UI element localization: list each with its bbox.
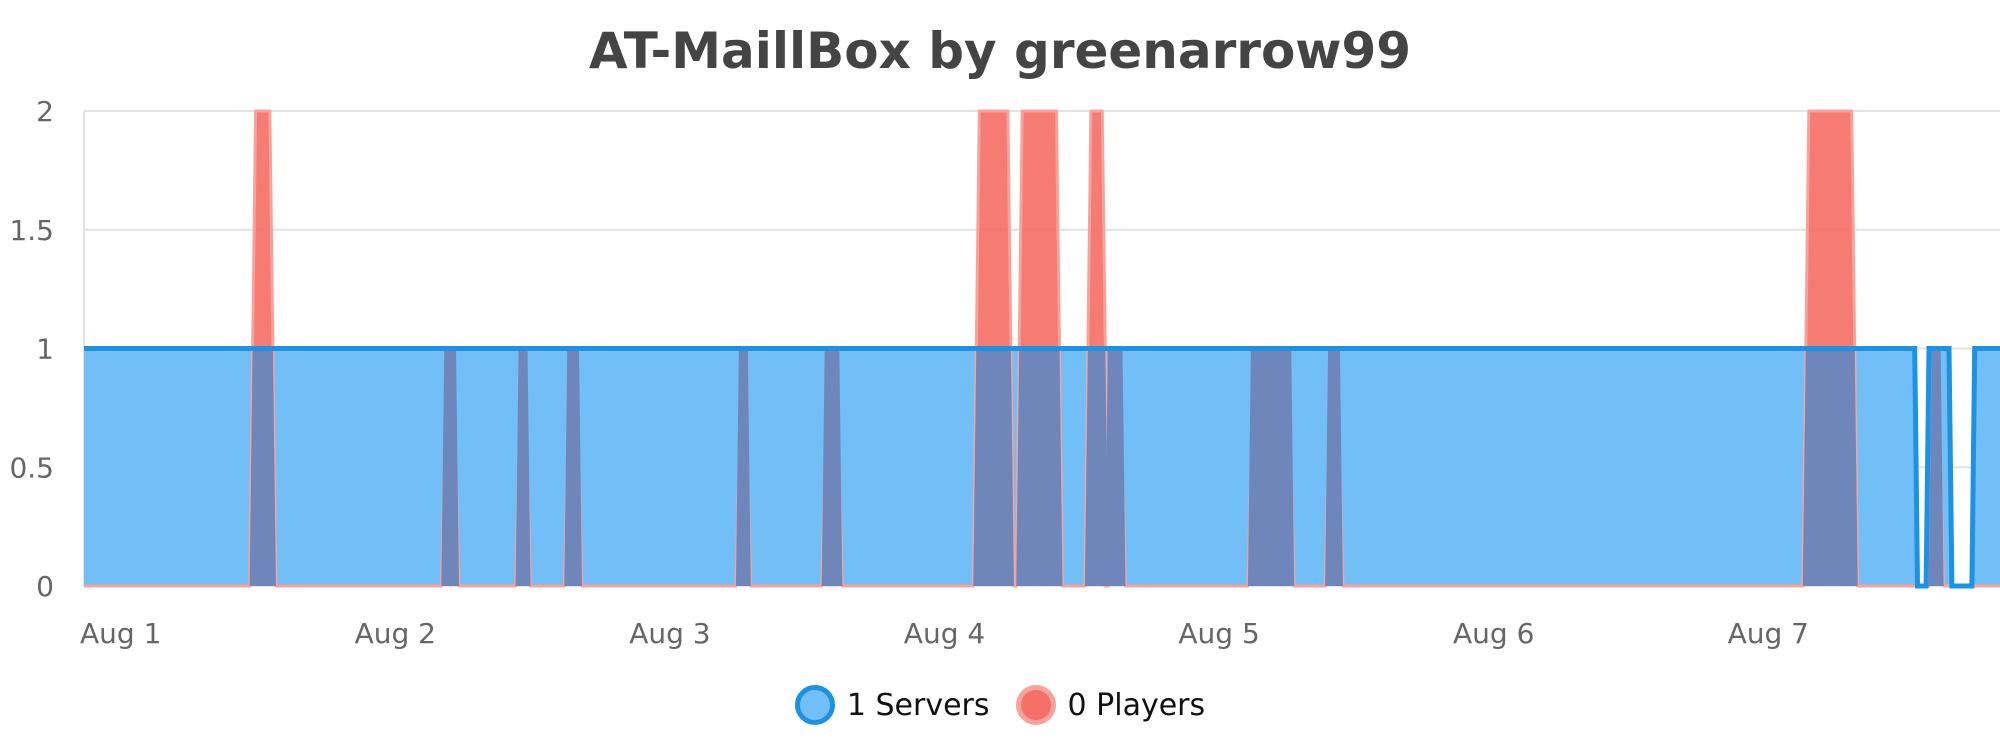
legend: 1 Servers 0 Players — [0, 685, 2000, 725]
overlap-peak — [1928, 348, 1944, 586]
overlap-peak — [249, 348, 276, 586]
overlap-peak — [1802, 348, 1858, 586]
x-tick-label: Aug 3 — [629, 617, 710, 650]
x-tick-label: Aug 7 — [1728, 617, 1809, 650]
overlap-peak — [515, 348, 531, 586]
x-tick-label: Aug 5 — [1178, 617, 1259, 650]
overlap-peak — [1325, 348, 1343, 586]
plot-area — [84, 109, 2000, 589]
overlap-peak — [735, 348, 751, 586]
x-tick-label: Aug 2 — [355, 617, 436, 650]
overlap-peak — [1016, 348, 1063, 586]
y-tick-label: 1 — [36, 333, 54, 366]
y-tick-label: 1.5 — [9, 214, 54, 247]
legend-label: 1 Servers — [846, 687, 990, 723]
x-tick-label: Aug 1 — [80, 617, 161, 650]
legend-item[interactable]: 0 Players — [1015, 685, 1206, 725]
y-tick-label: 0.5 — [9, 451, 54, 484]
legend-swatch-icon — [794, 685, 835, 725]
axis-labels: 0 0.5 1 1.5 2 Aug 1 Aug 2 Aug 3 Aug 4 Aug 5 Aug 6 A… — [9, 95, 1809, 650]
legend-swatch-icon — [1015, 685, 1056, 725]
x-tick-label: Aug 6 — [1453, 617, 1534, 650]
y-tick-label: 2 — [36, 95, 54, 128]
legend-item[interactable]: 1 Servers — [794, 685, 990, 725]
overlap-peak — [973, 348, 1014, 586]
overlap-peak — [821, 348, 843, 586]
overlap-peak — [441, 348, 459, 586]
overlap-peak — [564, 348, 582, 586]
legend-label: 0 Players — [1067, 687, 1206, 723]
x-tick-label: Aug 4 — [904, 617, 985, 650]
servers-line — [84, 346, 2000, 589]
overlap-peak — [1104, 348, 1126, 586]
overlap-peak — [1247, 348, 1295, 586]
overlap-peak — [1084, 348, 1109, 586]
chart-title: AT-MaillBox by greenarrow99 — [588, 22, 1412, 80]
y-tick-label: 0 — [36, 570, 54, 603]
overlap-layer — [249, 348, 1944, 586]
